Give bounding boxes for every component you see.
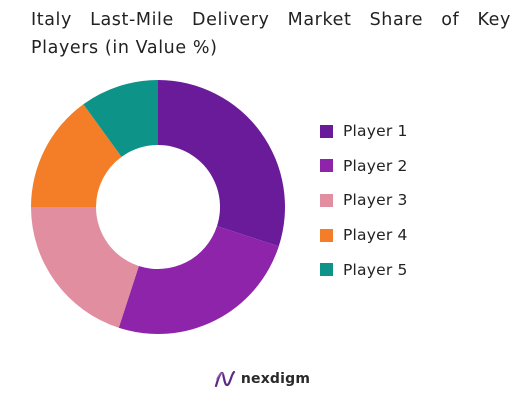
legend-item-4: Player 4 [320, 218, 510, 253]
chart-legend: Player 1 Player 2 Player 3 Player 4 Player 5 [320, 114, 510, 287]
legend-item-1: Player 1 [320, 114, 510, 149]
nexdigm-logo-icon [214, 370, 235, 388]
donut-slices [31, 80, 285, 334]
donut-slice-5 [83, 80, 158, 157]
donut-slice-3 [31, 207, 139, 328]
legend-swatch [320, 159, 333, 173]
legend-item-3: Player 3 [320, 183, 510, 218]
legend-label: Player 4 [343, 226, 408, 245]
legend-item-2: Player 2 [320, 149, 510, 184]
legend-swatch [320, 124, 333, 138]
legend-label: Player 2 [343, 156, 408, 175]
legend-label: Player 3 [343, 191, 408, 210]
legend-label: Player 1 [343, 122, 408, 141]
donut-slice-2 [118, 226, 279, 334]
brand-name: nexdigm [240, 371, 311, 387]
legend-swatch [320, 193, 333, 207]
chart-title: Italy Last-Mile Delivery Market Share of… [31, 10, 511, 58]
donut-slice-1 [158, 80, 285, 247]
brand-logo: nexdigm [214, 369, 310, 389]
brand-footer: nexdigm [0, 369, 524, 389]
legend-label: Player 5 [343, 260, 408, 279]
legend-swatch [320, 263, 333, 277]
legend-swatch [320, 228, 333, 242]
legend-item-5: Player 5 [320, 252, 510, 287]
donut-slice-4 [31, 104, 122, 207]
